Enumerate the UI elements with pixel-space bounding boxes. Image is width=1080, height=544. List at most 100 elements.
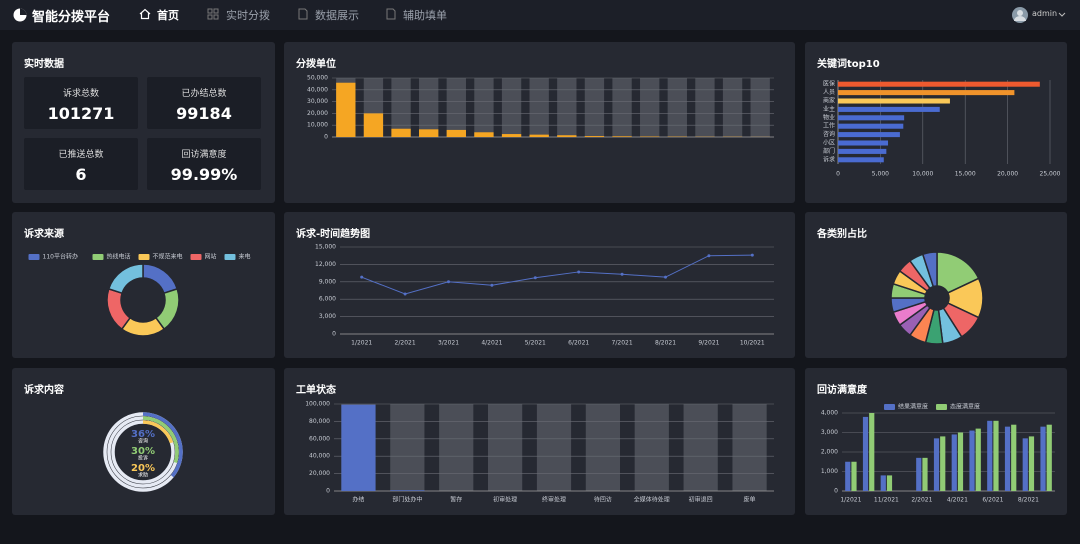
point bbox=[360, 275, 364, 279]
legend-label: 110平台转办 bbox=[43, 253, 78, 261]
bar bbox=[838, 115, 905, 121]
pie-slice bbox=[142, 263, 179, 295]
bar-background bbox=[683, 404, 718, 491]
category-label: 7/2021 bbox=[612, 340, 633, 347]
bar-background bbox=[750, 78, 770, 137]
point bbox=[750, 253, 754, 257]
bar bbox=[474, 132, 494, 137]
stats-panel: 实时数据 诉求总数 101271 已办结总数 99184 已推送总数 6 回访满意度 99.9… bbox=[12, 42, 275, 203]
y-tick-label: 60,000 bbox=[309, 435, 330, 442]
y-tick-label: 6,000 bbox=[319, 296, 336, 303]
bar-background bbox=[634, 404, 669, 491]
category-label: 部门处办中 bbox=[392, 496, 422, 504]
bar bbox=[446, 129, 466, 137]
legend-swatch bbox=[190, 254, 202, 260]
panel-title: 回访满意度 bbox=[817, 385, 867, 396]
nav-item[interactable]: 首页 bbox=[157, 9, 179, 22]
bar-background bbox=[446, 78, 466, 137]
category-label: 小区 bbox=[823, 139, 835, 147]
y-tick-label: 15,000 bbox=[315, 244, 336, 251]
chart-panel: 关键词top10 0 5,000 10,000 15,000 20,000 25,000 医保… bbox=[805, 42, 1067, 203]
bar bbox=[838, 157, 884, 163]
point bbox=[533, 276, 537, 280]
category-label: 部门 bbox=[823, 147, 835, 155]
bar bbox=[951, 434, 957, 491]
nav-item[interactable]: 实时分拨 bbox=[226, 9, 270, 22]
category-label: 暂存 bbox=[450, 496, 462, 504]
y-tick-label: 9,000 bbox=[319, 278, 336, 285]
bar-background bbox=[501, 78, 522, 137]
category-label: 8/2021 bbox=[655, 340, 676, 347]
legend-label: 不规范来电 bbox=[153, 253, 183, 261]
ring-arc bbox=[143, 416, 179, 464]
point bbox=[447, 280, 450, 284]
bar bbox=[838, 140, 889, 146]
nav-item[interactable]: 辅助填单 bbox=[403, 9, 447, 22]
ring-arc bbox=[143, 420, 174, 444]
home-icon bbox=[139, 8, 151, 20]
legend-label: 来电 bbox=[239, 253, 251, 261]
legend-swatch bbox=[884, 404, 895, 410]
category-label: 9/2021 bbox=[698, 340, 719, 347]
x-tick-label: 5,000 bbox=[872, 171, 889, 178]
point bbox=[577, 270, 581, 274]
y-tick-label: 10,000 bbox=[307, 122, 328, 129]
stat-value: 101271 bbox=[47, 104, 115, 123]
y-tick-label: 0 bbox=[326, 488, 330, 495]
chart: 0 10,000 20,000 30,000 40,000 50,000 bbox=[307, 75, 774, 141]
y-tick-label: 40,000 bbox=[309, 453, 330, 460]
bar-background bbox=[640, 78, 660, 137]
bar-background bbox=[612, 78, 632, 137]
bar bbox=[933, 438, 940, 491]
bar bbox=[1022, 438, 1028, 491]
logo-icon bbox=[13, 8, 27, 22]
category-label: 3/2021 bbox=[438, 340, 459, 347]
header: 智能分拨平台 首页 实时分拨 数据展示 辅助填单 admin bbox=[0, 0, 1080, 30]
bar bbox=[838, 106, 940, 112]
y-tick-label: 1,000 bbox=[821, 468, 838, 475]
bar-background bbox=[667, 78, 687, 137]
y-tick-label: 30,000 bbox=[307, 98, 328, 105]
x-tick-label: 10,000 bbox=[912, 171, 933, 178]
chart: 0 3,000 6,000 9,000 12,000 15,000 1/2021 2/2021… bbox=[315, 244, 774, 347]
bar-background bbox=[695, 78, 715, 137]
category-label: 1/2021 bbox=[840, 497, 861, 504]
category-label: 办结 bbox=[352, 496, 364, 504]
panel-title: 关键词top10 bbox=[817, 59, 880, 70]
y-tick-label: 0 bbox=[324, 134, 328, 141]
stat-label: 已推送总数 bbox=[58, 150, 104, 160]
grid-icon bbox=[207, 8, 219, 20]
bar-background bbox=[584, 78, 605, 137]
bar bbox=[838, 90, 1015, 96]
bar bbox=[922, 457, 928, 491]
bar-background bbox=[722, 78, 743, 137]
category-label: 6/2021 bbox=[568, 340, 589, 347]
bar bbox=[1028, 436, 1035, 491]
bar bbox=[880, 475, 886, 491]
y-tick-label: 3,000 bbox=[821, 429, 838, 436]
bar-background bbox=[391, 78, 411, 137]
bar-background bbox=[390, 404, 425, 491]
chart: 0 1,000 2,000 3,000 4,000 1/2021 11/2021 2/2021… bbox=[821, 403, 1055, 504]
category-label: 2/2021 bbox=[911, 497, 932, 504]
legend-label: 结果满意度 bbox=[898, 403, 928, 411]
chevron[interactable] bbox=[1057, 10, 1067, 20]
category-label: 待回访 bbox=[594, 496, 612, 504]
chart bbox=[890, 251, 984, 345]
category-label: 4/2021 bbox=[947, 497, 968, 504]
doc-icon bbox=[386, 8, 396, 20]
stat-card: 已推送总数 6 bbox=[24, 138, 138, 190]
ring-arc bbox=[143, 412, 183, 478]
bar bbox=[845, 461, 851, 491]
bar bbox=[336, 82, 356, 137]
legend-label: 热线电话 bbox=[107, 253, 131, 261]
user-name[interactable]: admin bbox=[1032, 9, 1058, 18]
bar bbox=[529, 134, 549, 137]
bar bbox=[993, 420, 999, 491]
point bbox=[664, 275, 667, 279]
bar bbox=[390, 490, 425, 491]
avatar[interactable] bbox=[1011, 6, 1029, 24]
nav-item[interactable]: 数据展示 bbox=[315, 9, 359, 22]
